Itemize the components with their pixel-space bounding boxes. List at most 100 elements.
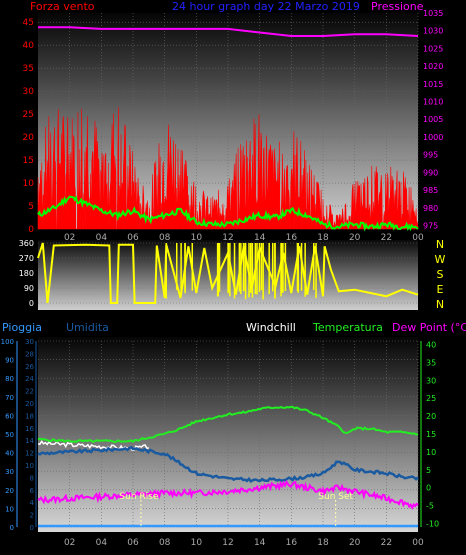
humidity-tick-label: 2 xyxy=(30,512,34,520)
temperature-series: Sun Rise Sun Set xyxy=(37,405,419,528)
wind-tick-label: 25 xyxy=(23,110,34,120)
wind-tick-label: 30 xyxy=(23,87,35,97)
direction-tick-label: 360 xyxy=(19,239,34,248)
humidity-tick-label: 30 xyxy=(25,338,34,346)
direction-tick-label: 90 xyxy=(24,284,34,293)
hour-tick-label: 02 xyxy=(64,538,75,548)
chart-title: 24 hour graph day 22 Marzo 2019 xyxy=(172,0,360,13)
wind-tick-label: 5 xyxy=(28,202,34,212)
hour-tick-label: 16 xyxy=(286,538,298,548)
temperature-tick-label: 20 xyxy=(426,412,436,421)
humidity-tick-label: 20 xyxy=(25,400,34,408)
windchill-legend: Windchill xyxy=(246,321,296,334)
wind-tick-label: 10 xyxy=(23,179,35,189)
wind-gust-series xyxy=(37,107,419,230)
sunrise-label: Sun Rise xyxy=(119,492,158,502)
dewpoint-series xyxy=(37,479,419,511)
hour-tick-label: 08 xyxy=(159,538,171,548)
hour-tick-label: 04 xyxy=(96,233,108,243)
temperature-tick-label: 15 xyxy=(426,430,436,439)
hour-tick-label: 16 xyxy=(286,233,298,243)
hour-tick-label: 14 xyxy=(254,233,266,243)
wind-axis-title: Forza vento xyxy=(30,0,95,13)
direction-tick-label: 270 xyxy=(19,254,34,263)
direction-tick-label: 0 xyxy=(29,299,34,308)
pressure-tick-label: 1000 xyxy=(423,133,443,142)
rain-tick-label: 50 xyxy=(5,431,14,439)
pressure-tick-label: 1010 xyxy=(423,98,443,107)
temperature-tick-label: 40 xyxy=(426,341,436,350)
humidity-tick-label: 8 xyxy=(30,474,34,482)
pressure-tick-label: 980 xyxy=(423,204,438,213)
compass-label: N xyxy=(436,298,444,311)
pressure-tick-label: 1005 xyxy=(423,115,443,124)
humidity-legend: Umidita xyxy=(66,321,109,334)
hour-tick-label: 12 xyxy=(222,538,233,548)
hour-tick-label: 12 xyxy=(222,233,233,243)
temperature-legend: Temperatura xyxy=(312,321,383,334)
humidity-tick-label: 10 xyxy=(25,462,34,470)
pressure-tick-label: 1025 xyxy=(423,44,443,53)
pressure-tick-label: 990 xyxy=(423,168,438,177)
pressure-tick-label: 1035 xyxy=(423,9,443,18)
hour-tick-label: 18 xyxy=(317,538,329,548)
dewpoint-legend: Dew Point (°C) xyxy=(392,321,466,334)
wind-tick-label: 40 xyxy=(23,41,35,51)
humidity-tick-label: 14 xyxy=(25,437,34,445)
temperature-tick-label: 35 xyxy=(426,358,436,367)
temperature-axes: 0102030405060708090100024681012141618202… xyxy=(1,338,439,548)
hour-tick-label: 00 xyxy=(412,538,424,548)
hour-tick-label: 06 xyxy=(127,233,139,243)
humidity-tick-label: 26 xyxy=(25,363,34,371)
rain-tick-label: 20 xyxy=(5,487,14,495)
hour-tick-label: 06 xyxy=(127,538,139,548)
wind-series xyxy=(37,26,419,232)
wind-tick-label: 35 xyxy=(23,64,34,74)
pressure-tick-label: 985 xyxy=(423,186,438,195)
hour-tick-label: 02 xyxy=(64,233,75,243)
rain-tick-label: 100 xyxy=(1,338,14,346)
temperature-tick-label: 5 xyxy=(426,466,431,475)
hour-tick-label: 00 xyxy=(412,233,424,243)
hour-tick-label: 10 xyxy=(191,538,203,548)
rain-legend: Pioggia xyxy=(2,321,42,334)
rain-tick-label: 70 xyxy=(5,394,14,402)
direction-tick-label: 180 xyxy=(19,269,34,278)
rain-tick-label: 10 xyxy=(5,505,14,513)
rain-tick-label: 40 xyxy=(5,450,14,458)
pressure-axis-title: Pressione xyxy=(371,0,424,13)
pressure-tick-label: 995 xyxy=(423,151,438,160)
humidity-tick-label: 4 xyxy=(30,499,35,507)
rain-tick-label: 60 xyxy=(5,412,14,420)
compass-label: N xyxy=(436,238,444,251)
humidity-tick-label: 12 xyxy=(25,450,34,458)
hour-tick-label: 18 xyxy=(317,233,329,243)
rain-tick-label: 30 xyxy=(5,468,14,476)
wind-tick-label: 45 xyxy=(23,18,34,28)
hour-tick-label: 08 xyxy=(159,233,171,243)
hour-tick-label: 14 xyxy=(254,538,266,548)
temperature-series xyxy=(37,405,419,444)
rain-tick-label: 90 xyxy=(5,357,14,365)
humidity-tick-label: 0 xyxy=(30,524,34,532)
hour-tick-label: 04 xyxy=(96,538,108,548)
temperature-tick-label: 0 xyxy=(426,484,431,493)
wind-tick-label: 20 xyxy=(23,133,35,143)
humidity-tick-label: 16 xyxy=(25,425,34,433)
temperature-tick-label: 25 xyxy=(426,394,436,403)
pressure-tick-label: 975 xyxy=(423,221,438,230)
wind-tick-label: 15 xyxy=(23,156,34,166)
wind-average-series xyxy=(37,195,419,232)
compass-label: W xyxy=(435,253,446,266)
humidity-series xyxy=(37,445,419,484)
humidity-tick-label: 22 xyxy=(25,388,34,396)
humidity-tick-label: 24 xyxy=(25,375,34,383)
pressure-series xyxy=(38,26,419,37)
wind-tick-label: 0 xyxy=(28,225,34,235)
hour-tick-label: 22 xyxy=(381,538,392,548)
sunset-label: Sun Set xyxy=(318,492,353,502)
temperature-tick-label: 30 xyxy=(426,376,436,385)
pressure-tick-label: 1015 xyxy=(423,80,443,89)
